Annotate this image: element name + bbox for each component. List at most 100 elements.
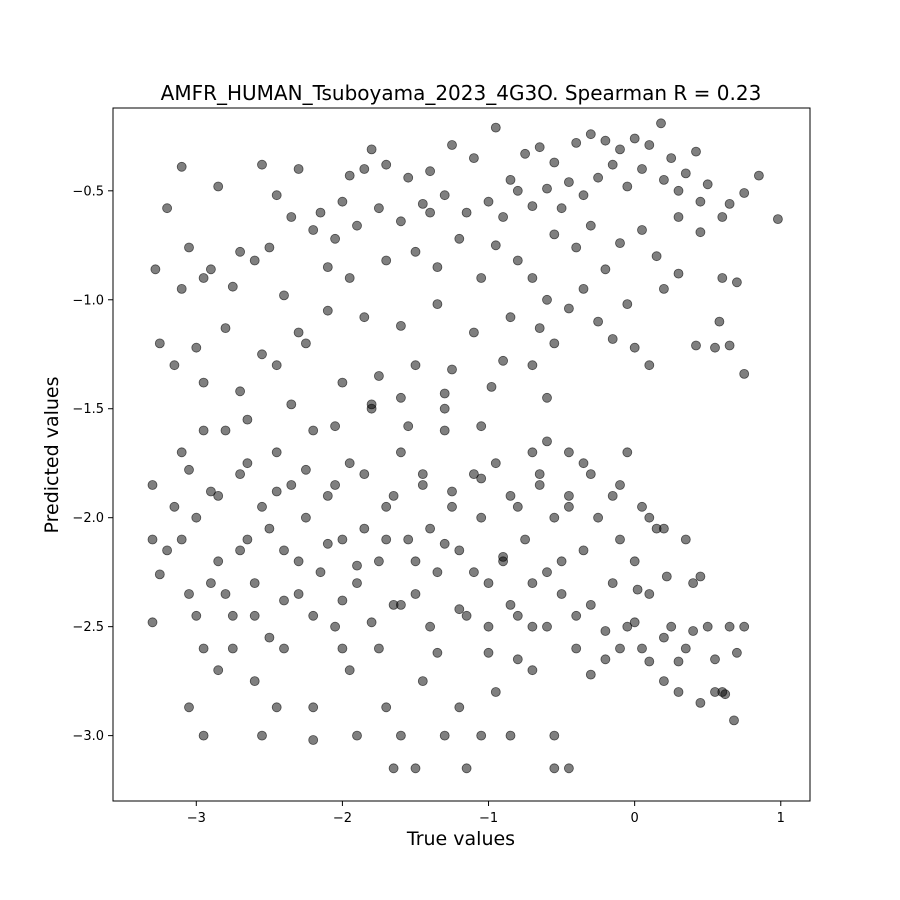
scatter-point: [293, 589, 304, 599]
scatter-point: [322, 490, 333, 501]
scatter-point: [227, 610, 238, 621]
scatter-point: [366, 399, 377, 410]
scatter-point: [176, 534, 187, 545]
scatter-point: [714, 316, 725, 327]
scatter-point: [198, 273, 209, 283]
scatter-point: [286, 480, 297, 490]
scatter-point: [476, 512, 487, 523]
scatter-point: [549, 512, 560, 523]
scatter-point: [644, 360, 655, 371]
scatter-point: [564, 490, 574, 501]
scatter-point: [691, 146, 701, 157]
scatter-point: [512, 255, 523, 266]
scatter-point: [644, 656, 655, 667]
y-tick-label: −2.5: [72, 620, 104, 635]
scatter-point: [512, 610, 523, 621]
scatter-point: [527, 578, 538, 588]
scatter-point: [249, 610, 260, 621]
scatter-point: [235, 246, 246, 257]
scatter-point: [585, 469, 596, 480]
scatter-point: [315, 567, 326, 578]
scatter-point: [739, 368, 750, 379]
scatter-point: [673, 687, 684, 697]
scatter-point: [754, 170, 764, 181]
scatter-point: [739, 188, 750, 198]
scatter-point: [512, 654, 523, 665]
scatter-point: [622, 181, 633, 192]
scatter-point: [600, 135, 611, 146]
scatter-point: [454, 233, 465, 244]
scatter-point: [344, 170, 355, 181]
scatter-point: [147, 480, 158, 490]
scatter-point: [308, 225, 319, 235]
scatter-point: [637, 164, 647, 174]
scatter-point: [673, 185, 684, 196]
scatter-point: [293, 327, 304, 338]
scatter-point: [198, 643, 209, 654]
scatter-point: [717, 273, 728, 283]
y-tick-label: −0.5: [72, 184, 104, 199]
scatter-point: [205, 264, 216, 275]
scatter-point: [154, 338, 165, 349]
scatter-point: [150, 264, 161, 275]
scatter-point: [637, 225, 647, 235]
scatter-point: [395, 600, 406, 610]
scatter-point: [432, 567, 443, 578]
scatter-point: [359, 523, 370, 534]
scatter-point: [395, 216, 406, 227]
scatter-point: [300, 338, 311, 349]
scatter-point: [542, 183, 552, 194]
scatter-point: [322, 305, 333, 316]
scatter-point: [505, 600, 516, 610]
scatter-point: [659, 283, 669, 294]
scatter-point: [615, 534, 625, 545]
scatter-point: [739, 621, 750, 632]
scatter-point: [410, 589, 421, 599]
scatter-point: [439, 538, 450, 549]
scatter-point: [644, 512, 655, 523]
scatter-point: [527, 621, 538, 632]
scatter-point: [549, 338, 560, 349]
scatter-point: [468, 153, 479, 164]
scatter-point: [352, 578, 362, 588]
scatter-point: [542, 294, 552, 305]
scatter-point: [527, 273, 538, 283]
scatter-point: [724, 340, 735, 351]
scatter-point: [308, 425, 319, 436]
scatter-point: [279, 290, 289, 301]
scatter-point: [585, 220, 596, 231]
y-tick-label: −1.0: [72, 293, 104, 308]
scatter-point: [381, 501, 392, 512]
scatter-point: [279, 643, 289, 654]
scatter-point: [395, 320, 406, 331]
scatter-point: [527, 447, 538, 458]
scatter-point: [629, 342, 640, 353]
y-tick-label: −2.0: [72, 511, 104, 526]
scatter-point: [235, 469, 246, 480]
scatter-point: [534, 469, 545, 480]
scatter-point: [432, 262, 443, 273]
scatter-point: [571, 137, 582, 148]
scatter-point: [184, 242, 194, 253]
scatter-point: [637, 501, 647, 512]
scatter-point: [629, 133, 640, 144]
scatter-point: [593, 316, 603, 327]
scatter-point: [147, 534, 158, 545]
scatter-point: [388, 490, 399, 501]
scatter-point: [549, 229, 560, 240]
scatter-point: [629, 556, 640, 567]
scatter-point: [527, 665, 538, 676]
scatter-point: [403, 534, 414, 545]
scatter-point: [213, 556, 224, 567]
scatter-point: [205, 486, 216, 497]
scatter-point: [352, 220, 362, 231]
scatter-point: [249, 255, 260, 266]
scatter-point: [271, 190, 282, 201]
scatter-point: [498, 552, 509, 562]
scatter-point: [615, 144, 625, 155]
chart-title: AMFR_HUMAN_Tsuboyama_2023_4G3O. Spearman…: [161, 81, 762, 105]
scatter-point: [717, 212, 728, 222]
scatter-point: [454, 702, 465, 713]
scatter-point: [439, 403, 450, 414]
scatter-point: [520, 534, 530, 545]
